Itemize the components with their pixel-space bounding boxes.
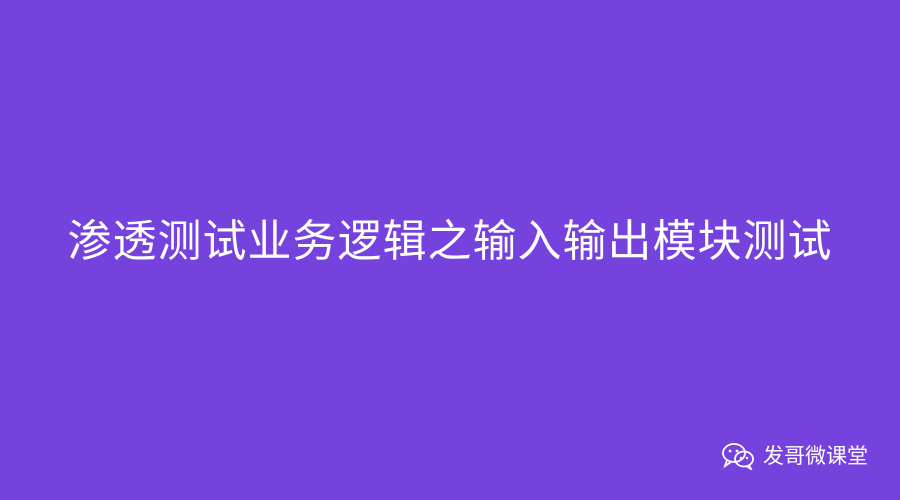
cover-title: 渗透测试业务逻辑之输入输出模块测试 bbox=[67, 216, 833, 267]
watermark-label: 发哥微课堂 bbox=[763, 444, 868, 468]
account-watermark: 发哥微课堂 bbox=[721, 442, 868, 472]
wechat-icon bbox=[721, 442, 755, 472]
